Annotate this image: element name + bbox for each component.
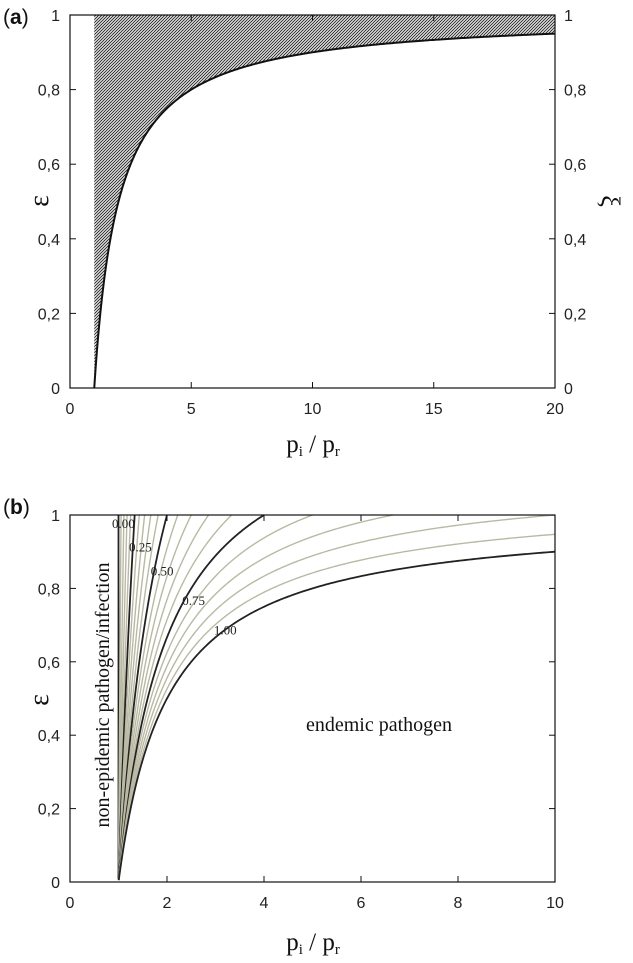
panel-b-x-tick-label: 4 — [260, 895, 269, 912]
panel-b-x-axis-label-sep: / — [303, 929, 322, 956]
panel-b-contour-labels: 0.00 0.25 0.50 0.75 1.00 — [112, 516, 237, 637]
panel-b-contours — [117, 514, 556, 881]
panel-b-x-tick-label: 6 — [357, 895, 366, 912]
contour-label-0-25: 0.25 — [129, 540, 152, 555]
panel-a-y-tick-label: 0,4 — [38, 232, 60, 249]
panel-a-x-axis-label-sub1: i — [299, 444, 303, 460]
panel-b-y-tick-label: 0,4 — [38, 728, 60, 745]
contour-line-1-00 — [117, 550, 556, 881]
panel-a-y-tick-label: 1 — [51, 8, 60, 25]
panel-b-y-axis-label: ε — [24, 694, 55, 706]
panel-a-y-axis-label: ε — [24, 195, 55, 207]
contour-label-1-00: 1.00 — [214, 622, 237, 637]
panel-a-x-tick-label: 20 — [546, 401, 564, 418]
panel-b-x-ticks: 0 2 4 6 8 10 — [66, 515, 564, 912]
contour-label-0-75: 0.75 — [182, 593, 205, 608]
panel-a-y2-ticks: 0 0,2 0,4 0,6 0,8 1 — [549, 8, 586, 398]
contour-line-0-90 — [118, 514, 556, 881]
panel-a-y2-tick-label: 0,8 — [564, 83, 586, 100]
panel-b-x-axis-label: pi / pr — [286, 929, 340, 958]
region-label-endemic: endemic pathogen — [306, 714, 452, 736]
contour-line-0-95 — [118, 533, 556, 881]
panel-b-x-axis-label-sub2: r — [335, 942, 340, 958]
panel-b-y-tick-label: 1 — [51, 508, 60, 525]
panel-a-y-ticks: 0 0,2 0,4 0,6 0,8 1 — [38, 8, 76, 398]
panel-a-y2-tick-label: 0,2 — [564, 306, 586, 323]
panel-b-y-ticks: 0 0,2 0,4 0,6 0,8 1 — [38, 508, 555, 892]
panel-a-shaded-region — [94, 15, 555, 388]
panel-a-x-axis-label: pi / pr — [286, 431, 340, 460]
contour-line-0-75 — [117, 514, 265, 880]
panel-a-x-tick-label: 15 — [425, 401, 443, 418]
panel-a-y2-tick-label: 0,4 — [564, 232, 586, 249]
panel-a-y-tick-label: 0,6 — [38, 157, 60, 174]
panel-a: (a) 0 5 10 15 20 0 0,2 0,4 0,6 0,8 1 0 0,2 0,4 0,6 0,… — [3, 6, 625, 460]
panel-b: (b) 0.00 0.25 0.50 0.75 1.00 0 2 4 6 8 10 0 0,2 0,4… — [3, 496, 564, 958]
panel-a-y2-tick-label: 1 — [564, 8, 573, 25]
panel-a-x-ticks: 0 5 10 15 20 — [66, 15, 564, 418]
panel-a-y2-tick-label: 0,6 — [564, 157, 586, 174]
panel-b-x-tick-label: 8 — [454, 895, 463, 912]
panel-a-x-axis-label-base2: p — [322, 431, 335, 458]
panel-b-x-tick-label: 0 — [66, 895, 75, 912]
contour-line-0-85 — [118, 514, 394, 880]
panel-a-label: (a) — [3, 6, 29, 29]
panel-b-y-tick-label: 0,2 — [38, 802, 60, 819]
panel-b-letter: b — [10, 496, 23, 519]
panel-b-frame — [69, 514, 556, 883]
panel-a-letter: a — [10, 6, 22, 29]
panel-b-x-axis-label-sub1: i — [299, 942, 303, 958]
panel-b-x-axis-label-base2: p — [322, 929, 335, 956]
panel-a-x-axis-label-sep: / — [303, 431, 322, 458]
panel-b-label: (b) — [3, 496, 30, 519]
panel-a-x-axis-label-sub2: r — [335, 444, 340, 460]
panel-b-x-tick-label: 10 — [546, 895, 564, 912]
panel-b-x-axis-label-base1: p — [286, 929, 299, 956]
contour-label-0-50: 0.50 — [151, 564, 174, 579]
panel-a-curve — [93, 32, 556, 389]
panel-a-y-tick-label: 0 — [51, 381, 60, 398]
contour-label-0-00: 0.00 — [112, 516, 135, 531]
panel-b-y-tick-label: 0,6 — [38, 655, 60, 672]
panel-a-y-tick-label: 0,2 — [38, 306, 60, 323]
panel-a-y2-axis-label: ξ — [596, 195, 625, 207]
panel-b-y-tick-label: 0,8 — [38, 581, 60, 598]
panel-a-x-tick-label: 5 — [187, 401, 196, 418]
panel-b-y-tick-label: 0 — [51, 875, 60, 892]
panel-a-x-tick-label: 10 — [304, 401, 322, 418]
panel-a-x-tick-label: 0 — [66, 401, 75, 418]
panel-b-x-tick-label: 2 — [163, 895, 172, 912]
panel-a-y2-tick-label: 0 — [564, 381, 573, 398]
region-label-non-epidemic: non-epidemic pathogen/infection — [92, 563, 114, 828]
panel-a-y-tick-label: 0,8 — [38, 83, 60, 100]
panel-a-x-axis-label-base1: p — [286, 431, 299, 458]
